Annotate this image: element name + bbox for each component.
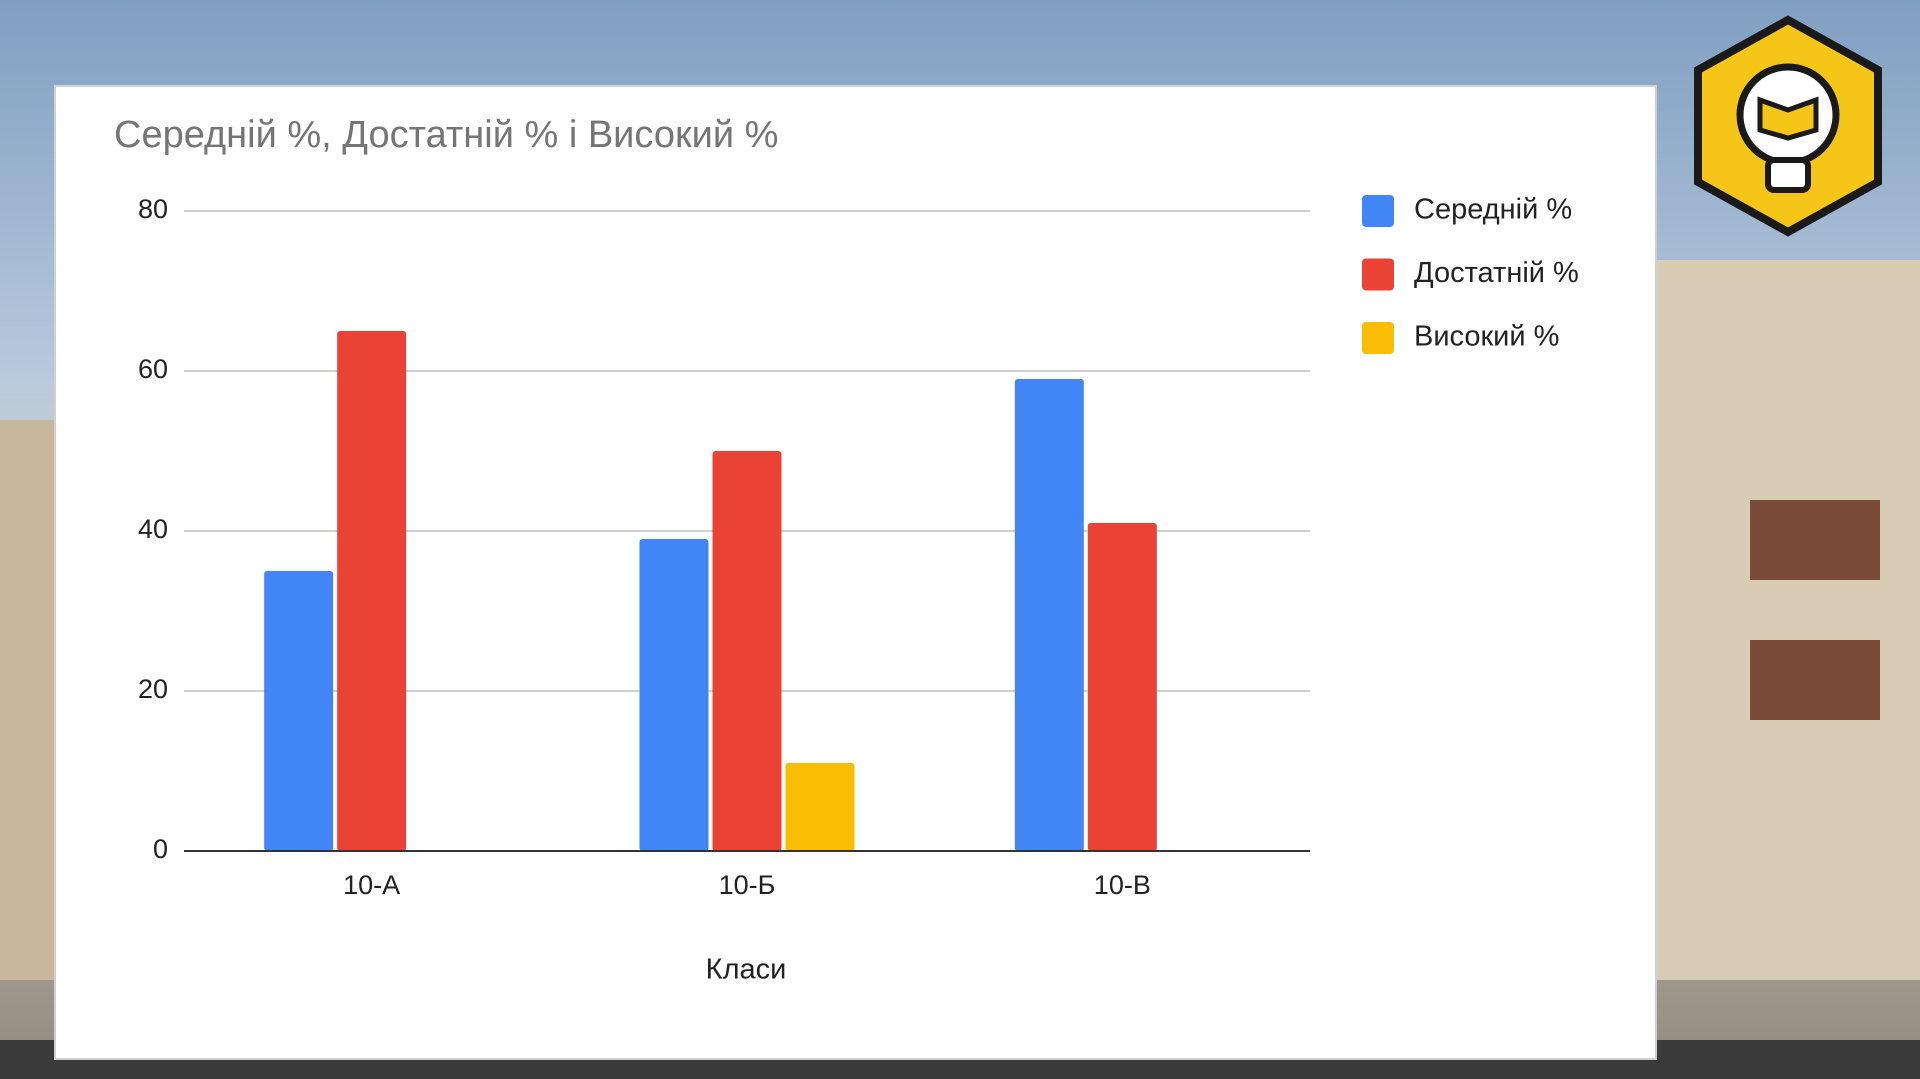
bar <box>785 763 855 851</box>
legend-swatch <box>1362 258 1394 291</box>
x-tick-label: 10-А <box>343 870 400 900</box>
logo <box>1694 15 1882 237</box>
x-axis-label: Класи <box>706 954 787 986</box>
bar <box>1087 523 1157 851</box>
y-tick-label: 20 <box>138 674 168 704</box>
legend-label: Високий % <box>1414 321 1559 353</box>
legend-swatch <box>1362 322 1394 354</box>
building-stripe <box>1750 640 1880 720</box>
chart-title: Середній %, Достатній % і Високий % <box>114 114 778 156</box>
bar <box>337 331 407 851</box>
legend-label: Достатній % <box>1414 257 1579 289</box>
y-tick-label: 0 <box>153 834 168 864</box>
bar <box>639 539 709 851</box>
building-left <box>0 420 60 980</box>
bar <box>712 451 782 851</box>
x-tick-label: 10-Б <box>719 870 776 900</box>
bar <box>264 571 334 851</box>
building-stripe <box>1750 500 1880 580</box>
y-tick-label: 60 <box>138 354 168 384</box>
y-tick-label: 40 <box>138 514 168 544</box>
legend-swatch <box>1362 195 1394 227</box>
bar <box>1014 379 1084 851</box>
y-tick-label: 80 <box>138 194 168 224</box>
legend-label: Середній % <box>1414 194 1572 226</box>
x-tick-label: 10-В <box>1094 870 1151 900</box>
building-right <box>1656 260 1920 980</box>
